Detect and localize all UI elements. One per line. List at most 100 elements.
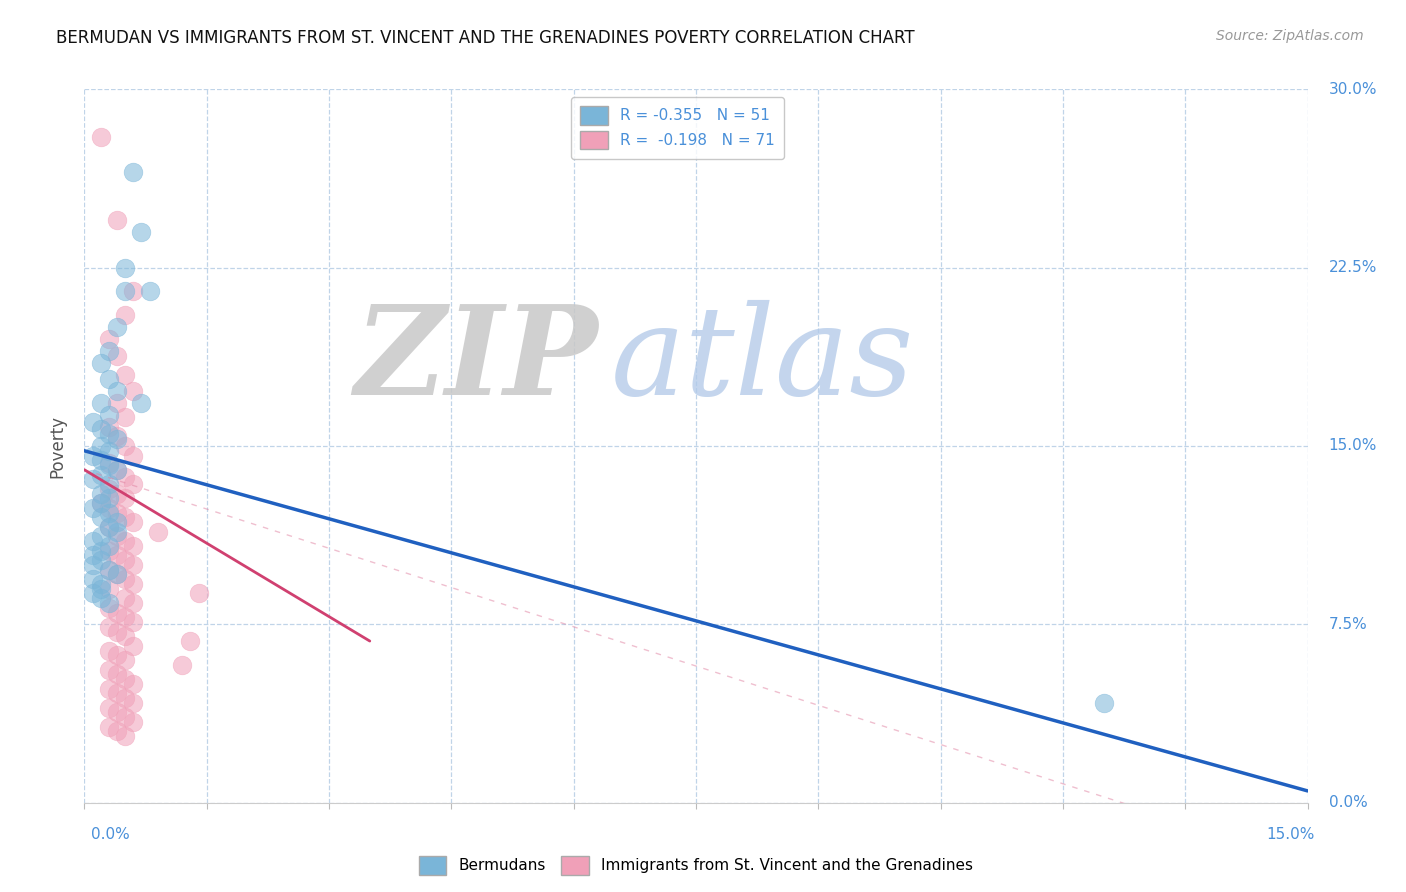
- Point: [105, 320, 128, 334]
- Point: [122, 539, 145, 553]
- Point: [122, 714, 145, 729]
- Point: [97, 720, 120, 734]
- Point: [105, 429, 128, 443]
- Point: [97, 372, 120, 386]
- Text: 0.0%: 0.0%: [1329, 796, 1368, 810]
- Point: [82, 586, 104, 600]
- Point: [114, 591, 136, 606]
- Point: [122, 449, 145, 463]
- Point: [1092, 696, 1115, 710]
- Point: [82, 534, 104, 549]
- Point: [105, 384, 128, 399]
- Point: [114, 534, 136, 549]
- Point: [122, 477, 145, 491]
- Point: [131, 396, 153, 410]
- Point: [114, 691, 136, 706]
- Text: 22.5%: 22.5%: [1329, 260, 1376, 275]
- Point: [114, 629, 136, 643]
- Legend: Bermudans, Immigrants from St. Vincent and the Grenadines: Bermudans, Immigrants from St. Vincent a…: [413, 850, 979, 880]
- Point: [97, 408, 120, 422]
- Point: [114, 710, 136, 724]
- Point: [97, 596, 120, 610]
- Point: [97, 506, 120, 520]
- Point: [105, 349, 128, 363]
- Point: [90, 396, 112, 410]
- Point: [82, 449, 104, 463]
- Point: [97, 620, 120, 634]
- Point: [105, 606, 128, 620]
- Point: [82, 500, 104, 515]
- Point: [105, 506, 128, 520]
- Point: [114, 610, 136, 624]
- Point: [105, 486, 128, 500]
- Point: [97, 539, 120, 553]
- Point: [82, 549, 104, 563]
- Point: [122, 384, 145, 399]
- Point: [105, 667, 128, 681]
- Point: [97, 343, 120, 358]
- Point: [122, 285, 145, 299]
- Point: [105, 432, 128, 446]
- Point: [122, 577, 145, 591]
- Point: [97, 700, 120, 714]
- Point: [105, 724, 128, 739]
- Point: [97, 456, 120, 470]
- Point: [114, 285, 136, 299]
- Point: [97, 520, 120, 534]
- Point: [90, 496, 112, 510]
- Point: [105, 567, 128, 582]
- Point: [90, 591, 112, 606]
- Point: [122, 615, 145, 629]
- Point: [179, 634, 201, 648]
- Point: [114, 572, 136, 586]
- Point: [105, 213, 128, 227]
- Point: [97, 563, 120, 577]
- Point: [90, 553, 112, 567]
- Point: [90, 529, 112, 543]
- Point: [122, 515, 145, 529]
- Text: Source: ZipAtlas.com: Source: ZipAtlas.com: [1216, 29, 1364, 43]
- Point: [97, 443, 120, 458]
- Text: 15.0%: 15.0%: [1267, 827, 1315, 841]
- Text: ZIP: ZIP: [354, 300, 598, 421]
- Point: [105, 549, 128, 563]
- Point: [90, 486, 112, 500]
- Point: [82, 415, 104, 429]
- Point: [114, 510, 136, 524]
- Point: [105, 706, 128, 720]
- Point: [97, 458, 120, 472]
- Point: [82, 472, 104, 486]
- Text: 7.5%: 7.5%: [1329, 617, 1368, 632]
- Point: [122, 558, 145, 572]
- Text: 0.0%: 0.0%: [91, 827, 131, 841]
- Point: [114, 729, 136, 743]
- Point: [122, 596, 145, 610]
- Point: [97, 543, 120, 558]
- Point: [114, 672, 136, 686]
- Point: [90, 577, 112, 591]
- Point: [114, 470, 136, 484]
- Point: [90, 422, 112, 436]
- Point: [90, 496, 112, 510]
- Point: [90, 356, 112, 370]
- Point: [105, 515, 128, 529]
- Point: [105, 624, 128, 639]
- Point: [97, 563, 120, 577]
- Point: [114, 553, 136, 567]
- Point: [105, 648, 128, 663]
- Point: [90, 439, 112, 453]
- Point: [82, 572, 104, 586]
- Text: atlas: atlas: [610, 300, 914, 421]
- Y-axis label: Poverty: Poverty: [48, 415, 66, 477]
- Point: [114, 491, 136, 506]
- Point: [97, 420, 120, 434]
- Point: [114, 260, 136, 275]
- Point: [131, 225, 153, 239]
- Point: [146, 524, 169, 539]
- Point: [90, 510, 112, 524]
- Point: [105, 567, 128, 582]
- Point: [97, 332, 120, 346]
- Point: [97, 491, 120, 506]
- Point: [97, 582, 120, 596]
- Text: BERMUDAN VS IMMIGRANTS FROM ST. VINCENT AND THE GRENADINES POVERTY CORRELATION C: BERMUDAN VS IMMIGRANTS FROM ST. VINCENT …: [56, 29, 915, 46]
